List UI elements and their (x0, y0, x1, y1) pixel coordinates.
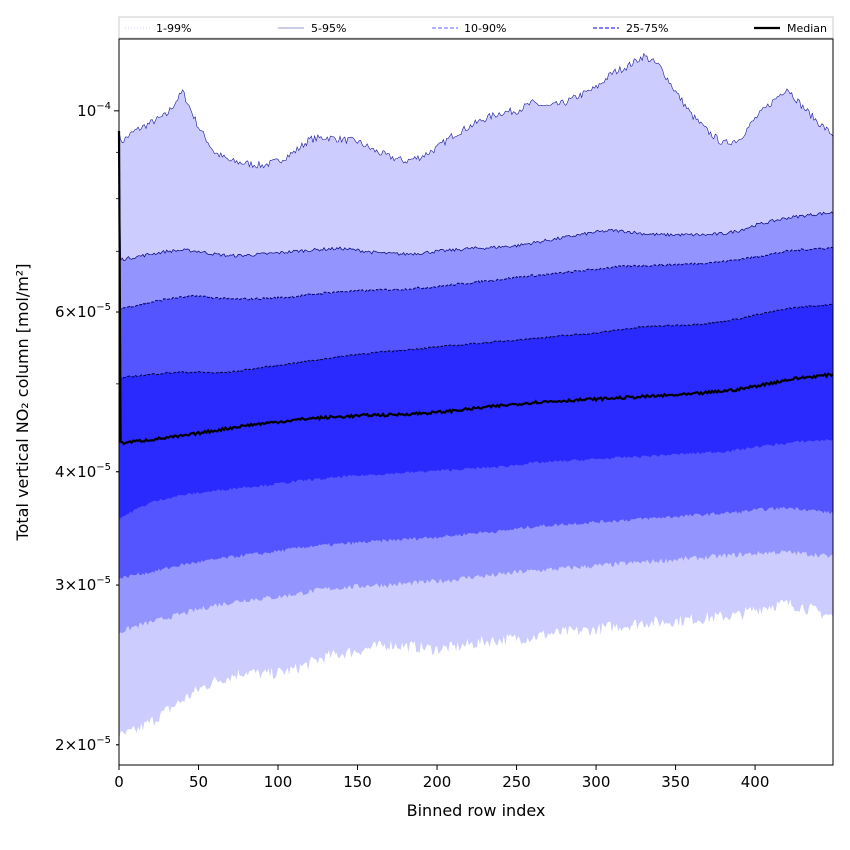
plot-frame (118, 38, 834, 766)
band-upper-line-25-75% (118, 303, 834, 380)
x-tick-label: 350 (661, 773, 690, 791)
median-series (117, 130, 834, 446)
x-tick-label: 100 (264, 773, 293, 791)
x-tick-label: 200 (423, 773, 452, 791)
x-tick-label: 400 (741, 773, 770, 791)
legend-frame (118, 16, 834, 39)
x-tick-label: 250 (502, 773, 531, 791)
band-upper-line-1-99% (118, 52, 834, 169)
x-tick-label: 300 (582, 773, 611, 791)
y-tick-label: 6×10−5 (55, 302, 111, 321)
x-axis-ticks: 0 50 100 150 200 250 300 350 400 (114, 765, 769, 791)
percentile-bands (119, 53, 833, 741)
y-tick-label: 4×10−5 (55, 462, 111, 481)
y-tick-label: 3×10−5 (55, 575, 111, 594)
legend-label-5-95%: 5-95% (311, 22, 346, 35)
median-line (117, 130, 834, 446)
y-axis-label: Total vertical NO₂ column [mol/m²] (13, 264, 32, 542)
band-25-75% (119, 304, 833, 521)
legend-label-25-75%: 25-75% (626, 22, 668, 35)
y-tick-label: 10−4 (77, 101, 111, 120)
axes (118, 38, 834, 766)
legend-label-Median: Median (787, 22, 827, 35)
x-tick-label: 0 (114, 773, 124, 791)
band-boundary-lines (118, 52, 834, 380)
y-axis-ticks: 2×10−5 3×10−5 4×10−5 6×10−5 10−4 (55, 101, 119, 754)
legend-label-10-90%: 10-90% (464, 22, 506, 35)
x-tick-label: 50 (189, 773, 208, 791)
y-tick-label: 2×10−5 (55, 735, 111, 754)
band-upper-line-10-90% (118, 246, 834, 311)
band-upper-line-5-95% (118, 130, 834, 262)
x-axis-label: Binned row index (407, 801, 546, 820)
legend-label-1-99%: 1-99% (156, 22, 191, 35)
x-tick-label: 150 (343, 773, 372, 791)
legend: 1-99% 5-95% 10-90% 25-75% Median (118, 16, 834, 39)
